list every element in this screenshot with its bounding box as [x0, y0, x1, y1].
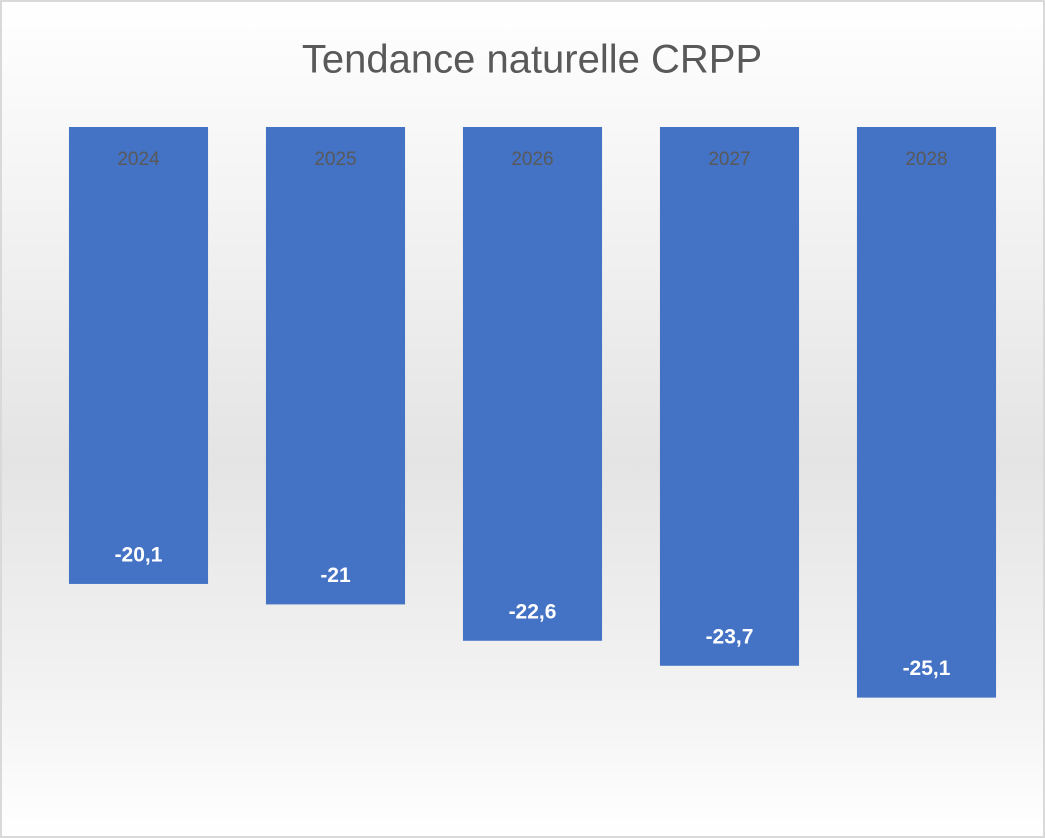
x-tick-label: 2028 [905, 149, 947, 170]
x-tick-label: 2027 [708, 149, 750, 170]
bar [265, 127, 406, 605]
x-tick-label: 2025 [314, 149, 356, 170]
data-label: -25,1 [903, 657, 951, 680]
data-label: -22,6 [509, 600, 557, 623]
x-tick-label: 2026 [511, 149, 553, 170]
bar [68, 127, 209, 584]
data-label: -20,1 [115, 543, 163, 566]
bar [462, 127, 603, 641]
bar [856, 127, 997, 698]
chart-title: Tendance naturelle CRPP [302, 38, 762, 82]
data-label: -21 [320, 564, 351, 587]
x-tick-label: 2024 [117, 149, 160, 170]
bar [659, 127, 800, 666]
data-label: -23,7 [706, 625, 754, 648]
